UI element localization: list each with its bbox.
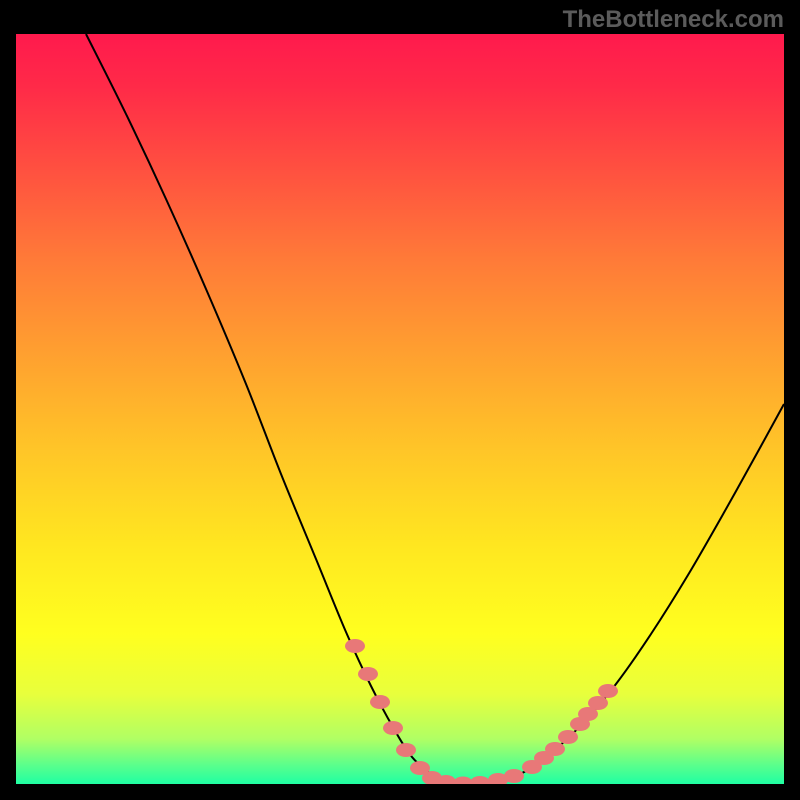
gradient-background <box>16 34 784 784</box>
chart-container: TheBottleneck.com <box>0 0 800 800</box>
curve-marker <box>383 721 403 735</box>
watermark-text: TheBottleneck.com <box>563 6 784 34</box>
curve-marker <box>396 743 416 757</box>
curve-marker <box>545 742 565 756</box>
curve-marker <box>558 730 578 744</box>
plot-frame <box>16 34 784 784</box>
curve-marker <box>370 695 390 709</box>
curve-marker <box>598 684 618 698</box>
curve-marker <box>588 696 608 710</box>
curve-marker <box>345 639 365 653</box>
curve-marker <box>504 769 524 783</box>
bottleneck-chart <box>16 34 784 784</box>
curve-marker <box>358 667 378 681</box>
